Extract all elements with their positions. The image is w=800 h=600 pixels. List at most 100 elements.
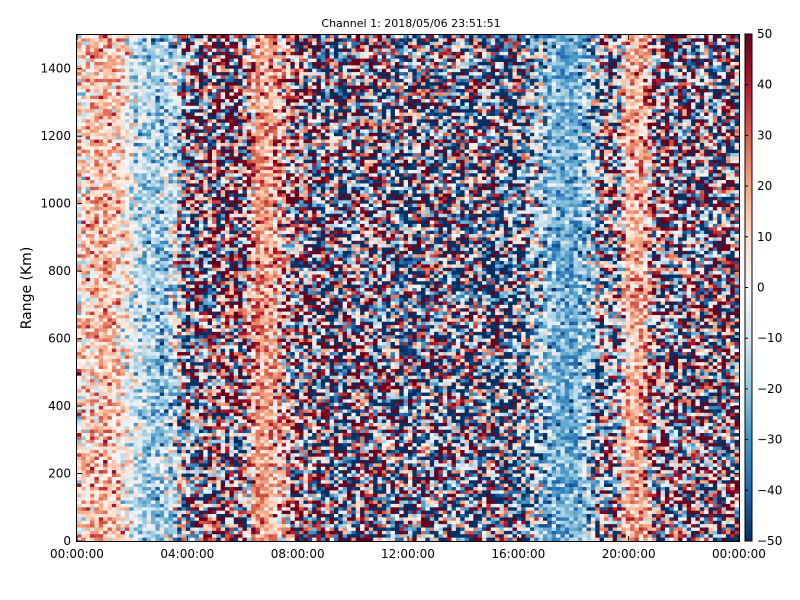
heatmap-cell xyxy=(90,490,95,495)
heatmap-cell xyxy=(85,304,91,309)
heatmap-cell xyxy=(151,126,156,130)
heatmap-cell xyxy=(172,534,178,538)
heatmap-cell xyxy=(129,385,134,390)
heatmap-cell xyxy=(207,159,213,164)
heatmap-cell xyxy=(172,136,178,140)
heatmap-cell xyxy=(194,85,200,90)
heatmap-cell xyxy=(203,61,209,66)
heatmap-cell xyxy=(111,288,117,292)
heatmap-cell xyxy=(107,530,113,535)
heatmap-cell xyxy=(90,436,95,441)
heatmap-cell xyxy=(159,520,165,525)
heatmap-cell xyxy=(207,473,213,478)
heatmap-cell xyxy=(181,443,187,447)
heatmap-cell xyxy=(137,65,143,70)
heatmap-cell xyxy=(212,301,217,306)
heatmap-cell xyxy=(133,446,139,451)
heatmap-cell xyxy=(159,453,165,458)
heatmap-cell xyxy=(116,301,121,306)
heatmap-cell xyxy=(190,230,195,235)
heatmap-cell xyxy=(137,358,143,363)
heatmap-cell xyxy=(207,500,213,505)
heatmap-cell xyxy=(129,335,134,339)
heatmap-cell xyxy=(155,537,161,542)
heatmap-cell xyxy=(185,240,191,245)
heatmap-cell xyxy=(212,102,217,107)
heatmap-cell xyxy=(120,230,126,235)
heatmap-cell xyxy=(177,446,182,451)
heatmap-cell xyxy=(133,537,139,542)
heatmap-cell xyxy=(77,507,82,511)
heatmap-cell xyxy=(124,389,130,393)
heatmap-cell xyxy=(185,308,191,312)
heatmap-cell xyxy=(77,244,82,248)
heatmap-cell xyxy=(212,456,217,461)
heatmap-cell xyxy=(220,139,226,144)
heatmap-cell xyxy=(77,142,82,147)
heatmap-cell xyxy=(207,129,213,134)
heatmap-cell xyxy=(146,139,152,144)
heatmap-cell xyxy=(181,530,187,535)
heatmap-cell xyxy=(94,456,100,461)
heatmap-cell xyxy=(137,520,143,525)
heatmap-cell xyxy=(111,493,117,498)
heatmap-cell xyxy=(198,355,204,360)
heatmap-cell xyxy=(207,487,213,491)
heatmap-cell xyxy=(111,203,117,208)
heatmap-cell xyxy=(129,254,134,258)
heatmap-cell xyxy=(142,102,148,107)
heatmap-cell xyxy=(146,382,152,387)
heatmap-cell xyxy=(216,72,222,76)
heatmap-cell xyxy=(98,507,104,511)
heatmap-cell xyxy=(94,291,100,296)
heatmap-cell xyxy=(172,436,178,441)
heatmap-cell xyxy=(103,78,108,83)
heatmap-cell xyxy=(142,250,148,255)
heatmap-cell xyxy=(137,480,143,484)
heatmap-cell xyxy=(124,362,130,366)
heatmap-cell xyxy=(146,237,152,242)
heatmap-cell xyxy=(172,345,178,350)
heatmap-cell xyxy=(81,200,87,205)
heatmap-cell xyxy=(155,95,161,100)
heatmap-cell xyxy=(107,402,113,407)
heatmap-cell xyxy=(190,463,195,468)
heatmap-cell xyxy=(172,412,178,417)
heatmap-cell xyxy=(164,436,169,441)
heatmap-cell xyxy=(103,244,108,248)
heatmap-cell xyxy=(172,105,178,110)
heatmap-cell xyxy=(168,92,174,97)
heatmap-cell xyxy=(103,240,108,245)
heatmap-cell xyxy=(107,348,113,353)
heatmap-cell xyxy=(137,453,143,458)
heatmap-cell xyxy=(181,439,187,444)
heatmap-cell xyxy=(190,35,195,39)
heatmap-cell xyxy=(203,183,209,188)
heatmap-cell xyxy=(90,355,95,360)
heatmap-cell xyxy=(124,483,130,488)
heatmap-cell xyxy=(203,439,209,444)
heatmap-cell xyxy=(146,429,152,434)
heatmap-cell xyxy=(177,51,182,56)
heatmap-cell xyxy=(177,382,182,387)
heatmap-cell xyxy=(85,412,91,417)
heatmap-cell xyxy=(168,190,174,194)
heatmap-cell xyxy=(194,176,200,181)
heatmap-cell xyxy=(172,483,178,488)
heatmap-cell xyxy=(107,176,113,181)
heatmap-cell xyxy=(190,196,195,201)
heatmap-cell xyxy=(146,358,152,363)
heatmap-cell xyxy=(164,406,169,410)
heatmap-cell xyxy=(177,385,182,390)
heatmap-cell xyxy=(90,75,95,80)
heatmap-cell xyxy=(85,166,91,171)
heatmap-cell xyxy=(81,379,87,383)
heatmap-cell xyxy=(194,281,200,285)
heatmap-cell xyxy=(190,61,195,66)
heatmap-cell xyxy=(142,119,148,124)
heatmap-cell xyxy=(107,193,113,198)
heatmap-cell xyxy=(203,186,209,191)
heatmap-cell xyxy=(151,51,156,56)
heatmap-cell xyxy=(103,483,108,488)
heatmap-cell xyxy=(190,325,195,329)
